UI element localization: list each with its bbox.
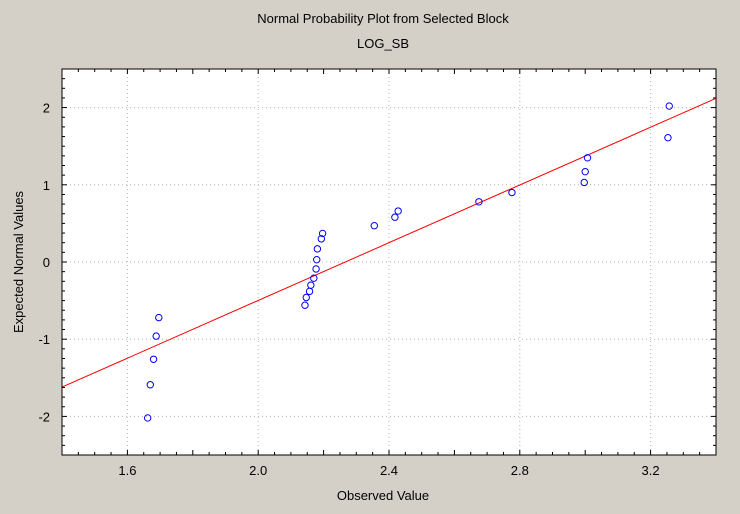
data-point <box>155 313 163 322</box>
data-point <box>313 245 322 253</box>
x-tick-label: 2.4 <box>380 463 398 478</box>
y-tick-label: -1 <box>38 332 50 347</box>
data-point <box>310 274 318 282</box>
grid-lines <box>62 69 716 455</box>
x-tick-label: 3.2 <box>642 463 660 478</box>
data-point <box>583 154 592 162</box>
data-point <box>508 188 516 197</box>
x-axis-label: Observed Value <box>337 488 429 503</box>
data-point <box>370 222 378 230</box>
x-tick-label: 2.8 <box>511 463 529 478</box>
y-tick-label: -2 <box>38 409 50 424</box>
y-axis-label: Expected Normal Values <box>11 190 26 333</box>
y-tick-labels: -2 -1 0 1 2 <box>38 101 50 425</box>
data-point <box>152 332 160 340</box>
x-tick-label: 1.6 <box>118 463 136 478</box>
plot-frame <box>61 68 717 456</box>
data-point <box>143 414 152 422</box>
data-point <box>665 102 673 110</box>
x-tick-labels: 1.6 2.0 2.4 2.8 3.2 <box>118 463 659 478</box>
y-tick-label: 2 <box>43 101 50 116</box>
x-tick-label: 2.0 <box>249 463 267 478</box>
data-point <box>318 229 327 238</box>
data-point <box>149 355 158 363</box>
data-point <box>301 301 309 309</box>
y-tick-label: 0 <box>43 255 50 270</box>
y-tick-label: 1 <box>43 178 50 193</box>
data-point <box>391 213 399 221</box>
data-point <box>307 281 315 289</box>
data-point <box>580 178 588 187</box>
chart-title: Normal Probability Plot from Selected Bl… <box>257 11 509 26</box>
fit-line-layer <box>62 97 716 388</box>
data-point <box>317 235 326 243</box>
data-point <box>302 293 310 302</box>
data-point <box>664 134 672 142</box>
chart-subtitle: LOG_SB <box>357 36 409 51</box>
data-point <box>146 381 154 389</box>
data-point <box>312 265 320 273</box>
data-point <box>581 167 589 176</box>
fit-line <box>62 97 716 388</box>
data-point <box>394 207 402 215</box>
data-point <box>475 198 483 206</box>
data-point <box>313 255 321 264</box>
data-points <box>143 102 673 422</box>
